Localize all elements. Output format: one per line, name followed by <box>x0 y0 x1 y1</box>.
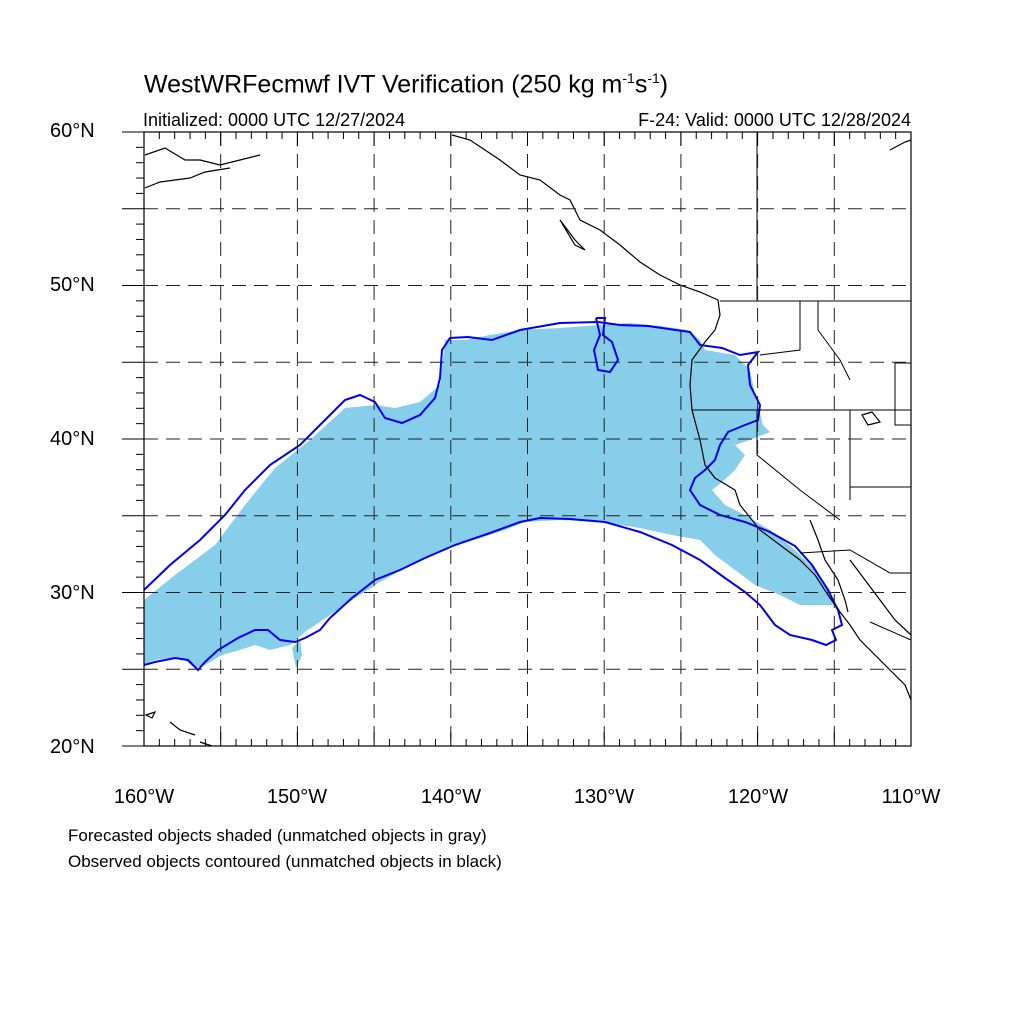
observed-object-contour-notch <box>592 317 620 374</box>
lon-label-110w: 110°W <box>881 786 941 808</box>
forecast-object-shading <box>144 323 835 668</box>
lat-label-30n: 30°N <box>50 582 95 604</box>
legend-forecast-note: Forecasted objects shaded (unmatched obj… <box>68 826 487 845</box>
title-exponent-1: -1 <box>622 70 635 86</box>
title-close: ) <box>659 70 669 99</box>
valid-time: F-24: Valid: 0000 UTC 12/28/2024 <box>638 110 911 130</box>
chart-title: WestWRFecmwf IVT Verification (250 kg m-… <box>144 70 668 99</box>
lon-label-150w: 150°W <box>266 786 328 808</box>
lat-label-20n: 20°N <box>50 736 95 758</box>
lon-label-160w: 160°W <box>113 786 175 808</box>
state-borders <box>692 132 912 641</box>
lon-label-130w: 130°W <box>573 786 635 808</box>
lat-label-40n: 40°N <box>50 428 95 450</box>
grid <box>144 132 911 746</box>
initialized-time: Initialized: 0000 UTC 12/27/2024 <box>143 110 406 130</box>
title-main: WestWRFecmwf IVT Verification (250 kg m <box>144 70 623 99</box>
lon-label-120w: 120°W <box>727 786 789 808</box>
observed-object-contour <box>143 320 844 672</box>
legend-observed-note: Observed objects contoured (unmatched ob… <box>68 852 502 871</box>
forecast-object-shading-small <box>292 640 302 668</box>
title-unit-s: s <box>634 70 648 99</box>
lat-label-60n: 60°N <box>50 120 95 142</box>
lon-label-140w: 140°W <box>420 786 482 808</box>
coastlines <box>144 134 912 747</box>
axis-ticks <box>122 131 912 747</box>
title-exponent-2: -1 <box>647 70 660 86</box>
lat-label-50n: 50°N <box>50 274 95 296</box>
